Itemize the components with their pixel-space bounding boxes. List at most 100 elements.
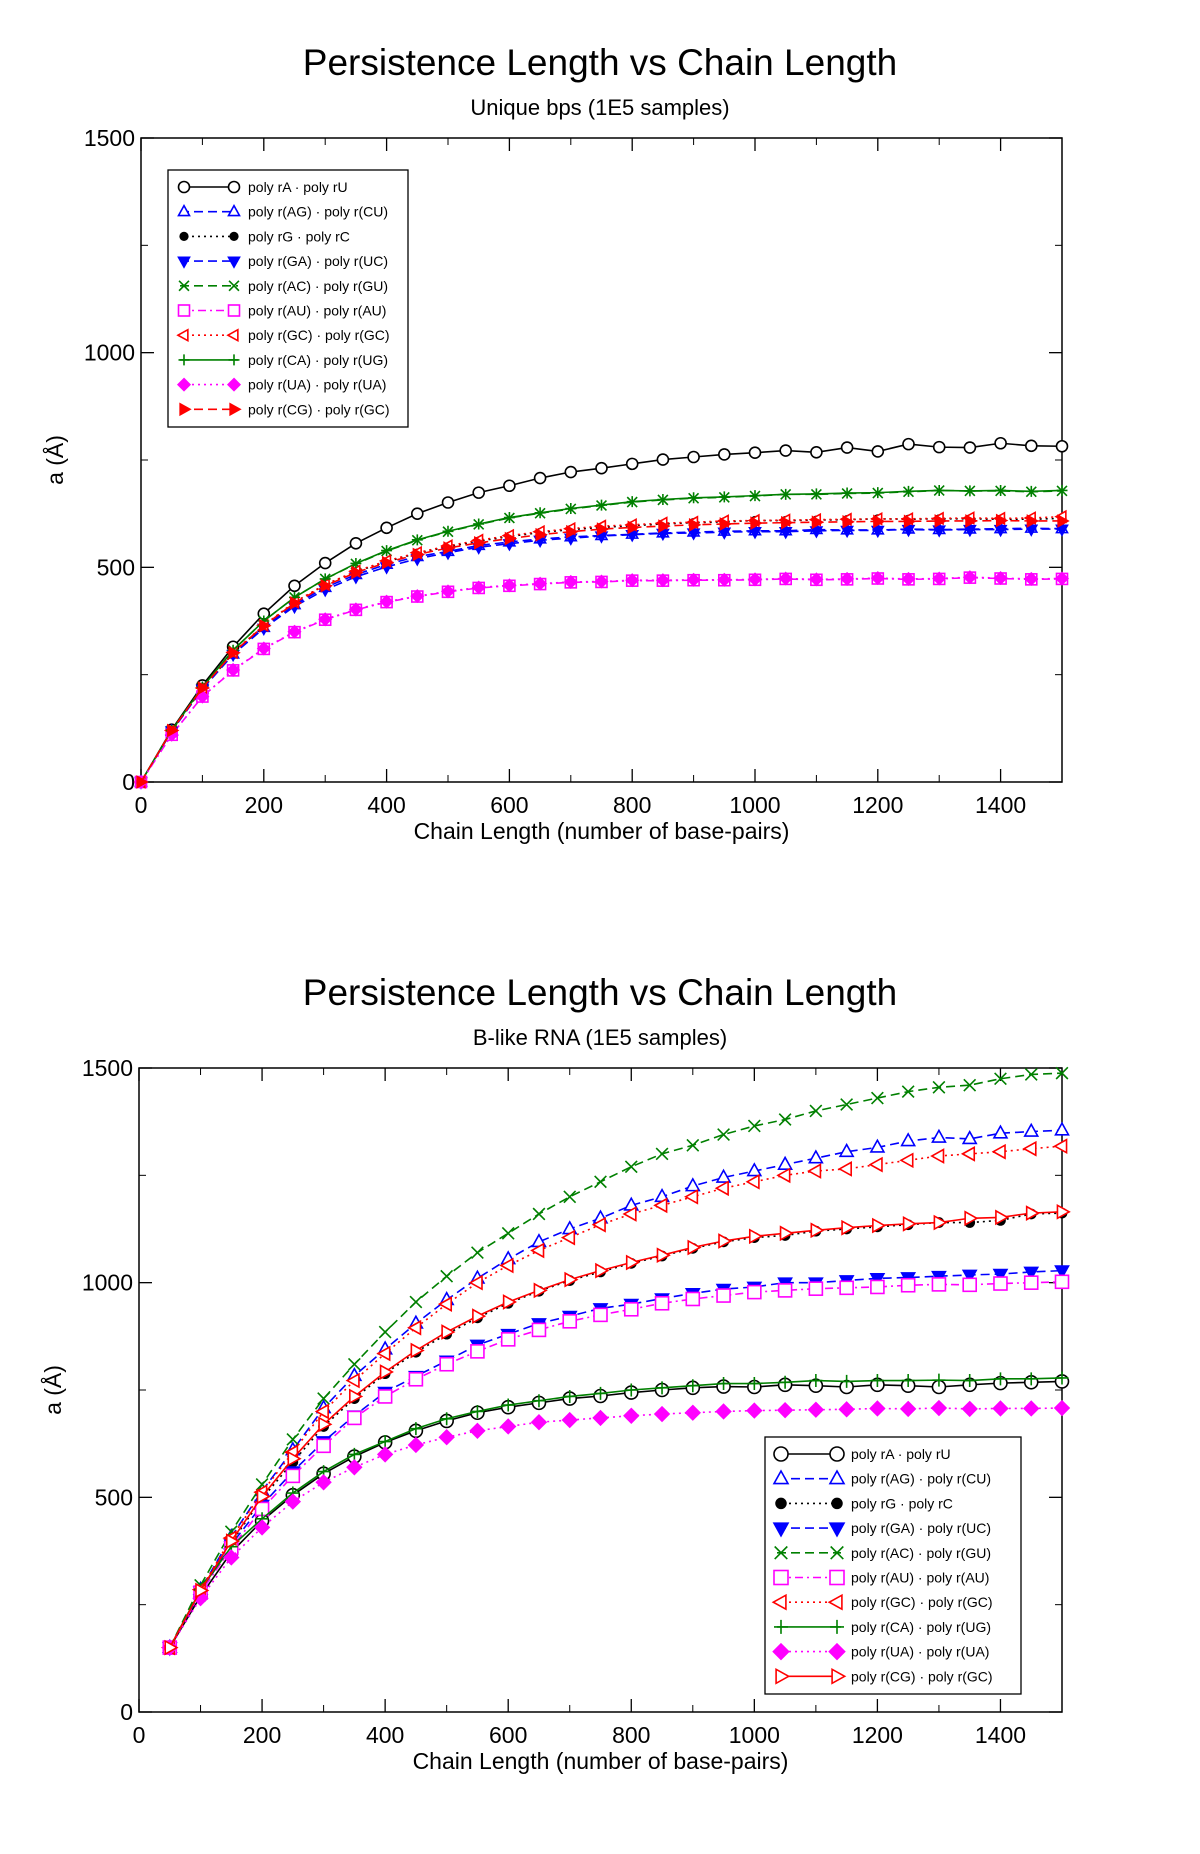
data-point [807,1163,822,1179]
data-point [961,1269,978,1284]
data-point [901,1085,915,1099]
data-point [1026,514,1039,528]
data-point [595,461,608,475]
legend: poly rA · poly rU poly r(AG) · poly r(CU)… [167,169,409,428]
legend: poly rA · poly rU poly r(AG) · poly r(CU)… [764,1436,1022,1695]
y-axis-label: a (Å) [39,1365,66,1415]
data-point [778,527,793,540]
data-point [533,1282,548,1299]
data-point [931,1277,947,1292]
y-tick-label: 1500 [82,1055,133,1081]
data-point [658,519,671,533]
legend-item: poly rA · poly rU [177,179,348,195]
data-point [627,520,640,535]
data-point [504,531,518,546]
legend-marker [177,204,191,217]
data-point [1055,1066,1069,1080]
data-point [533,471,547,485]
data-point [748,1228,764,1245]
data-point [657,493,669,505]
data-point [596,522,610,536]
data-point [1055,1371,1069,1385]
data-point [381,555,395,570]
data-point [868,1156,883,1173]
data-point [316,1438,331,1454]
data-point [779,444,793,457]
data-point [407,1319,422,1336]
data-point [749,490,761,502]
data-point [960,1146,976,1162]
data-point [349,1388,364,1405]
data-point [314,1403,329,1420]
legend-item: poly rA · poly rU [773,1446,951,1462]
data-point [350,557,362,569]
data-point [256,1488,271,1505]
data-point [995,1209,1010,1226]
data-point [287,624,302,639]
series-group [133,436,1070,790]
legend-marker [176,328,189,343]
data-point [777,1283,793,1298]
data-point [810,488,822,500]
legend-marker [827,1593,843,1611]
data-point [934,514,947,528]
data-point [714,1180,729,1197]
data-point [253,1519,271,1536]
legend-item: poly r(GA) · poly r(UC) [177,253,388,269]
data-point [564,1271,579,1288]
data-point [899,1400,917,1418]
legend-marker [772,1642,790,1661]
data-point [717,1128,730,1141]
data-point [684,1177,701,1192]
data-point [654,1295,670,1311]
data-point [320,578,333,593]
data-point [533,576,548,591]
data-point [560,1229,576,1246]
data-point [993,571,1008,586]
data-point [715,1168,732,1183]
data-point [899,1152,914,1169]
data-point [993,1276,1008,1291]
data-point [932,571,947,586]
data-point [532,1394,546,1408]
data-point [717,448,731,461]
data-point [1024,571,1039,586]
data-point [807,1401,825,1418]
x-tick-label: 200 [245,792,283,818]
data-point [776,1401,794,1419]
data-point [625,1254,641,1271]
data-point [380,521,393,535]
x-axis-label: Chain Length (number of base-pairs) [414,818,790,844]
data-point [259,618,272,633]
data-point [964,1210,979,1227]
legend-item: poly r(AU) · poly r(AU) [773,1569,989,1586]
data-point [376,1345,391,1362]
data-point [623,1407,640,1424]
data-point [437,1296,453,1312]
x-axis-label: Chain Length (number of base-pairs) [413,1748,789,1774]
data-point [717,1377,731,1391]
data-point [410,589,425,604]
data-point [472,1308,487,1325]
legend-marker [771,1593,787,1611]
legend-item: poly r(AC) · poly r(GU) [774,1545,991,1561]
data-point [809,1374,823,1388]
data-point [841,487,853,499]
data-point [318,612,333,627]
data-point [315,1474,332,1491]
data-point [499,1257,514,1274]
legend-label: poly r(GA) · poly r(UC) [851,1520,991,1536]
axes: 0 200 400 600 800 1000 1200 1400 0 500 1000 1500 [82,1055,1062,1748]
series-line [169,1269,1063,1648]
data-point [780,488,792,500]
data-point [535,527,548,542]
legend-marker [829,1569,845,1586]
legend-item: poly r(UA) · poly r(UA) [772,1642,989,1661]
data-point [1054,1121,1070,1136]
data-point [1025,1205,1041,1221]
legend-label: poly r(CA) · poly r(UG) [248,352,388,368]
data-point [872,487,884,499]
data-point [1023,1275,1039,1290]
data-point [776,1167,791,1184]
data-point [564,465,578,479]
